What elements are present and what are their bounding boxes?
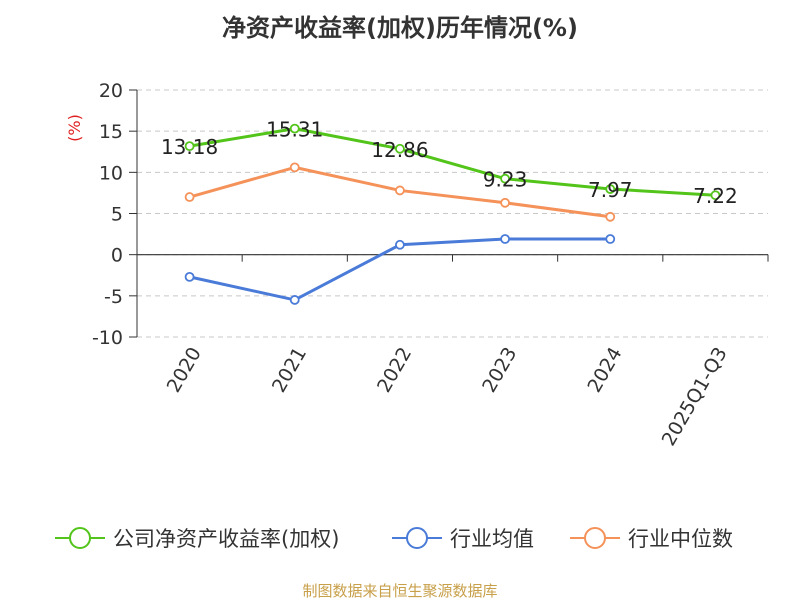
legend-label: 公司净资产收益率(加权) [113, 527, 339, 551]
data-label: 7.22 [693, 184, 738, 208]
legend-marker [69, 527, 91, 549]
x-tick-label: 2020 [163, 344, 206, 397]
series-line [189, 127, 716, 197]
data-point [184, 271, 195, 282]
y-tick-label: 0 [111, 245, 123, 267]
source-footer: 制图数据来自恒生聚源数据库 [302, 582, 498, 600]
data-label: 15.31 [266, 118, 323, 142]
data-labels: 13.18 15.31 12.86 9.23 7.97 7.22 [161, 118, 738, 209]
x-tick-label: 2025Q1-Q3 [658, 344, 732, 450]
data-point [605, 211, 616, 222]
legend-label: 行业中位数 [628, 527, 733, 551]
data-point [289, 123, 300, 134]
x-tick-label: 2024 [583, 344, 626, 397]
x-tick-label: 2022 [373, 344, 416, 397]
data-point [289, 162, 300, 173]
data-point [500, 234, 510, 244]
data-point [395, 239, 405, 250]
chart-title: 净资产收益率(加权)历年情况(%) [222, 14, 578, 42]
data-point [500, 197, 510, 208]
data-point [395, 143, 405, 154]
y-axis-label: (%) [65, 114, 84, 142]
legend-label: 行业均值 [450, 527, 534, 551]
data-point [605, 234, 616, 244]
y-tick-label: -5 [104, 286, 123, 308]
y-tick-label: 15 [99, 121, 123, 143]
legend-marker [406, 527, 428, 549]
data-point [289, 295, 300, 305]
data-point [500, 173, 510, 184]
x-tick-label: 2021 [268, 344, 311, 397]
series-layer [184, 123, 721, 305]
grid-lines [137, 89, 768, 338]
x-tick-label: 2023 [478, 344, 521, 397]
y-tick-label: -10 [92, 327, 123, 349]
data-point [710, 190, 721, 201]
legend-marker [584, 527, 606, 549]
data-label: 12.86 [371, 138, 428, 162]
y-tick-label: 10 [99, 162, 123, 184]
data-label: 9.23 [483, 168, 528, 192]
y-tick-label: 5 [111, 204, 123, 226]
data-label: 7.97 [588, 178, 633, 202]
legend: 公司净资产收益率(加权) 行业均值 行业中位数 [55, 527, 733, 551]
data-point [395, 185, 405, 196]
data-point [184, 141, 195, 152]
data-point [184, 192, 195, 202]
y-tick-label: 20 [99, 80, 123, 102]
data-label: 13.18 [161, 135, 218, 159]
data-point [605, 184, 616, 194]
